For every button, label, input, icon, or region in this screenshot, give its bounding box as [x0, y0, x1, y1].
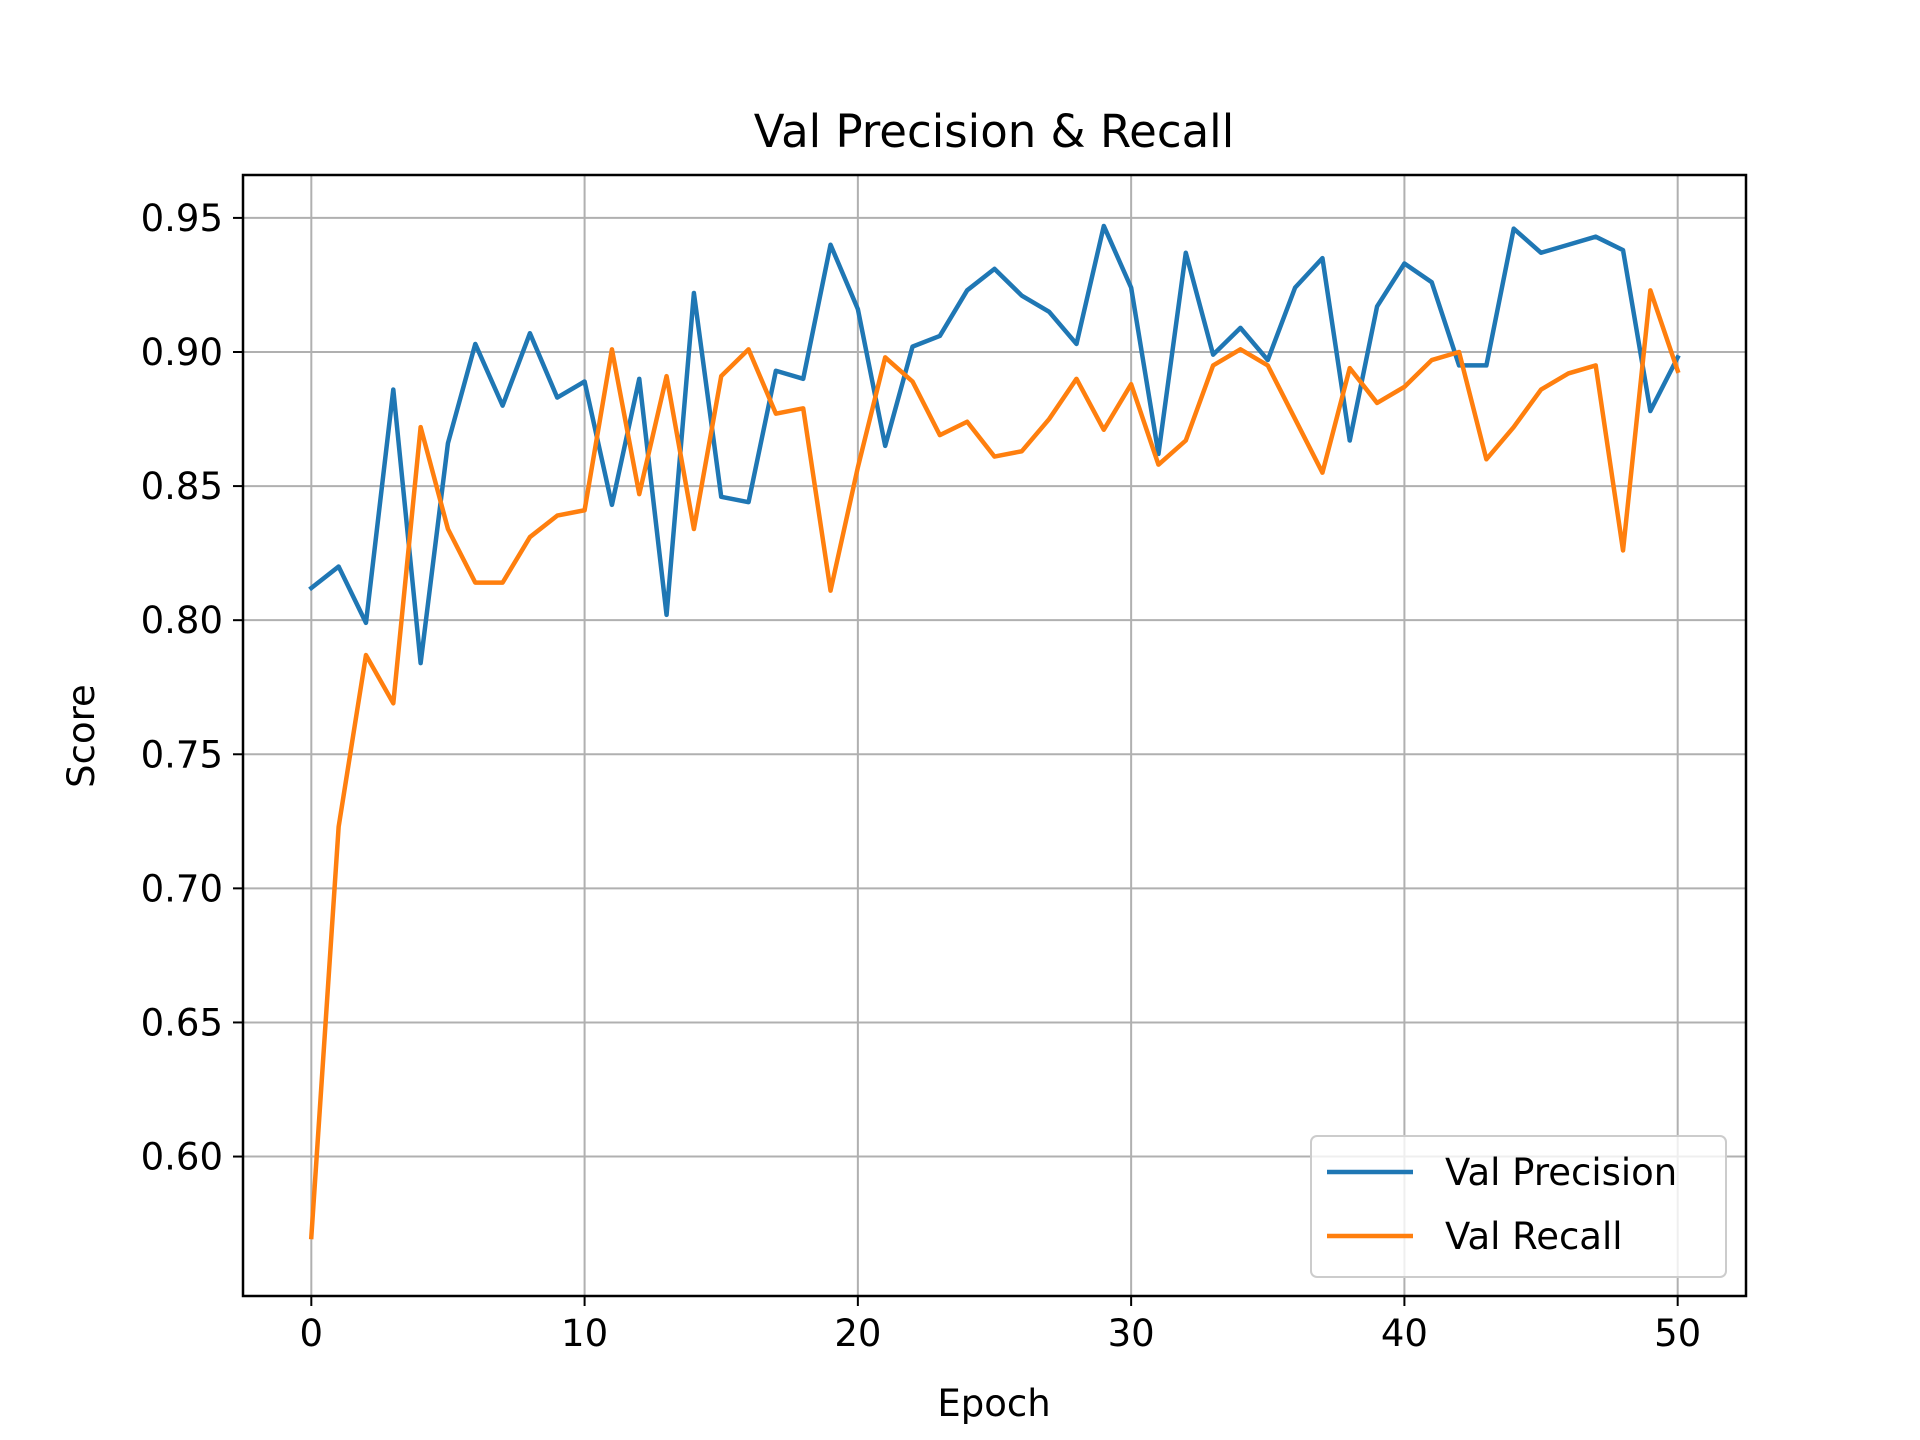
series-line-recall: [308, 288, 1681, 1240]
legend-label-recall: Val Recall: [1445, 1215, 1623, 1258]
chart-title: Val Precision & Recall: [754, 105, 1234, 158]
y-axis-label: Score: [60, 684, 103, 788]
legend-box: [1310, 1135, 1727, 1278]
legend-label-precision: Val Precision: [1445, 1151, 1677, 1194]
grid: [243, 175, 1746, 1296]
y-tick-label: 0.65: [141, 1001, 223, 1044]
x-tick-label: 40: [1381, 1312, 1428, 1355]
y-tick-label: 0.70: [141, 867, 223, 910]
y-tick-label: 0.90: [141, 331, 223, 374]
x-tick-label: 20: [834, 1312, 881, 1355]
plot-frame: [241, 173, 1748, 1298]
ticks: 0 10 20 30 40 50 0.60 0.65 0.70 0.75 0.80 0.85 0.90 0…: [141, 197, 1702, 1355]
series-line-precision: [308, 223, 1681, 666]
legend: Val Precision Val Recall: [1310, 1135, 1727, 1278]
series-layer: [308, 223, 1681, 1240]
y-tick-label: 0.60: [141, 1136, 223, 1179]
y-tick-label: 0.85: [141, 465, 223, 508]
x-tick-label: 30: [1108, 1312, 1155, 1355]
x-tick-label: 50: [1654, 1312, 1701, 1355]
y-tick-label: 0.95: [141, 197, 223, 240]
x-axis-label: Epoch: [937, 1382, 1050, 1425]
x-tick-label: 0: [300, 1312, 324, 1355]
x-tick-label: 10: [561, 1312, 608, 1355]
y-tick-label: 0.75: [141, 733, 223, 776]
y-tick-label: 0.80: [141, 599, 223, 642]
